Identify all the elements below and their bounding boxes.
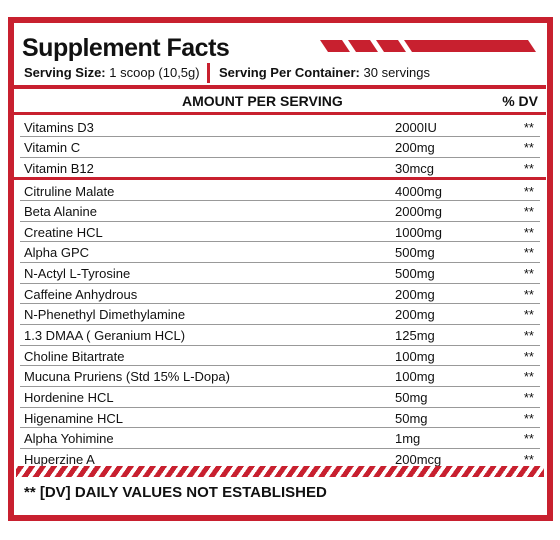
amount: 200mcg	[395, 451, 442, 467]
separator	[207, 63, 210, 83]
amount: 2000mg	[395, 204, 442, 220]
daily-value: **	[523, 307, 534, 323]
daily-value: **	[523, 431, 534, 447]
table-row: Mucuna Pruriens (Std 15% L-Dopa) 100mg **	[20, 366, 540, 387]
daily-value: **	[523, 286, 534, 302]
amount: 500mg	[395, 245, 435, 261]
daily-value: **	[523, 390, 534, 405]
serving-container-value: 30 servings	[363, 65, 430, 80]
nutrient-name: Alpha GPC	[24, 245, 90, 261]
nutrient-name: Choline Bitartrate	[24, 348, 125, 364]
table-row: N-Phenethyl Dimethylamine 200mg **	[20, 304, 540, 326]
amount: 30mcg	[395, 160, 435, 176]
table-row: Beta Alanine 2000mg **	[20, 201, 540, 222]
nutrient-name: Creatine HCL	[24, 224, 103, 240]
divider	[14, 176, 546, 180]
amount: 500mg	[395, 266, 435, 282]
table-row: Higenamine HCL 50mg **	[20, 408, 540, 429]
amount: 200mg	[395, 140, 435, 156]
nutrient-name: Vitamin C	[24, 140, 81, 156]
daily-value: **	[523, 183, 534, 199]
nutrient-name: Vitamins D3	[24, 120, 94, 135]
table-row: Vitamin C 200mg **	[20, 137, 540, 158]
table-row: Vitamins D3 2000IU **	[20, 117, 540, 138]
column-header: AMOUNT PER SERVING	[182, 93, 343, 109]
amount: 200mg	[395, 286, 435, 302]
nutrient-name: 1.3 DMAA ( Geranium HCL)	[24, 328, 186, 344]
amount: 1000mg	[395, 224, 442, 240]
daily-value: **	[523, 245, 534, 261]
hatch-band	[16, 466, 544, 477]
table-row: Alpha GPC 500mg **	[20, 242, 540, 264]
divider	[14, 112, 546, 115]
serving-container-label: Serving Per Container:	[219, 65, 360, 80]
column-header: % DV	[502, 93, 538, 109]
daily-value: **	[523, 348, 534, 364]
label-border	[8, 17, 553, 521]
serving-size-value: 1 scoop (10,5g)	[109, 65, 200, 80]
amount: 2000IU	[395, 120, 437, 135]
table-row: Creatine HCL 1000mg **	[20, 222, 540, 243]
daily-value: **	[523, 410, 534, 426]
amount: 1mg	[395, 431, 421, 447]
table-row: Vitamin B12 30mcg **	[20, 158, 540, 178]
table-row: Caffeine Anhydrous 200mg **	[20, 284, 540, 305]
serving-container: Serving Per Container: 30 servings	[219, 65, 430, 80]
nutrient-name: N-Phenethyl Dimethylamine	[24, 307, 186, 323]
serving-size: Serving Size: 1 scoop (10,5g)	[24, 65, 200, 80]
table-row: Choline Bitartrate 100mg **	[20, 346, 540, 367]
amount: 200mg	[395, 307, 435, 323]
daily-value: **	[523, 160, 534, 176]
daily-value: **	[523, 140, 534, 156]
title: Supplement Facts	[22, 34, 230, 62]
stripe-decoration	[320, 40, 536, 52]
daily-value: **	[523, 328, 534, 344]
amount: 125mg	[395, 328, 435, 344]
amount: 50mg	[395, 410, 428, 426]
nutrient-name: Caffeine Anhydrous	[24, 286, 138, 302]
daily-value: **	[523, 224, 534, 240]
daily-value: **	[523, 369, 534, 385]
table-row: 1.3 DMAA ( Geranium HCL) 125mg **	[20, 325, 540, 346]
daily-value: **	[523, 204, 534, 220]
divider	[14, 85, 546, 89]
amount: 100mg	[395, 348, 435, 364]
nutrient-name: Citruline Malate	[24, 183, 115, 199]
table-row: Hordenine HCL 50mg **	[20, 387, 540, 408]
daily-value: **	[523, 120, 534, 135]
nutrient-name: Huperzine A	[24, 451, 95, 467]
nutrient-name: Vitamin B12	[24, 160, 94, 176]
table-row: Citruline Malate 4000mg **	[20, 181, 540, 202]
nutrient-name: Hordenine HCL	[24, 390, 114, 405]
table-row: N-Actyl L-Tyrosine 500mg **	[20, 263, 540, 284]
amount: 100mg	[395, 369, 435, 385]
daily-value: **	[523, 266, 534, 282]
nutrient-name: Higenamine HCL	[24, 410, 123, 426]
daily-value: **	[523, 451, 534, 467]
amount: 50mg	[395, 390, 428, 405]
nutrient-name: N-Actyl L-Tyrosine	[24, 266, 131, 282]
table-row: Alpha Yohimine 1mg **	[20, 428, 540, 449]
nutrient-name: Mucuna Pruriens (Std 15% L-Dopa)	[24, 369, 230, 385]
nutrient-name: Beta Alanine	[24, 204, 98, 220]
amount: 4000mg	[395, 183, 442, 199]
nutrient-name: Alpha Yohimine	[24, 431, 114, 447]
footer-note: ** [DV] DAILY VALUES NOT ESTABLISHED	[24, 484, 327, 501]
serving-size-label: Serving Size:	[24, 65, 106, 80]
